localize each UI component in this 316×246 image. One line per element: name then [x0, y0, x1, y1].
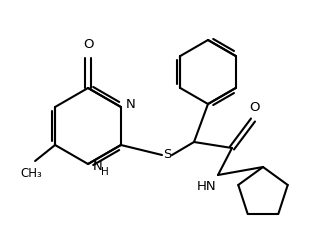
Text: HN: HN	[196, 180, 216, 193]
Text: O: O	[83, 38, 93, 51]
Text: O: O	[250, 101, 260, 114]
Text: CH₃: CH₃	[20, 167, 42, 180]
Text: S: S	[163, 149, 171, 162]
Text: H: H	[101, 167, 109, 177]
Text: N: N	[126, 98, 136, 111]
Text: N: N	[93, 159, 103, 172]
